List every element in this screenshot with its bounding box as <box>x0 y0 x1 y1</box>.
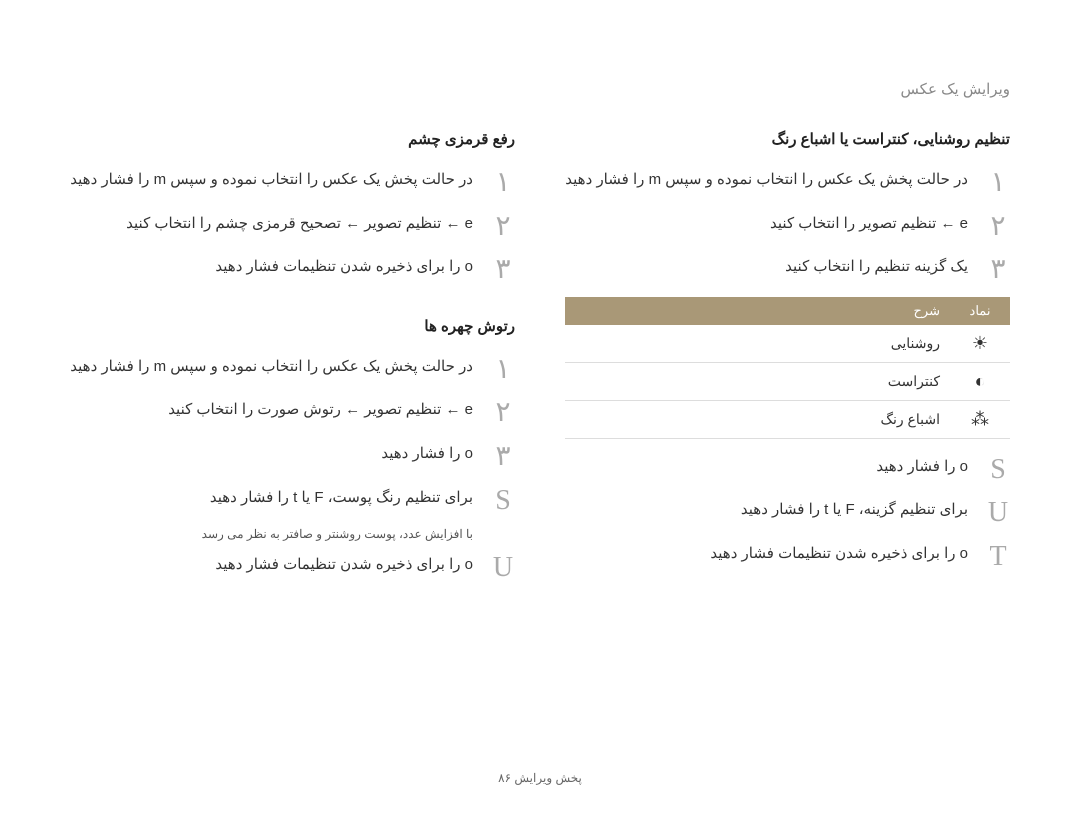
step-text: در حالت پخش یک عکس را انتخاب نموده و سپس… <box>565 166 968 195</box>
step-row: ۱ در حالت پخش یک عکس را انتخاب نموده و س… <box>565 166 1010 200</box>
step-text: o را برای ذخیره شدن تنظیمات فشار دهید <box>565 540 968 569</box>
step-row: ۳ یک گزینه تنظیم را انتخاب کنید <box>565 253 1010 287</box>
page-footer: پخش ویرایش ۸۶ <box>0 771 1080 785</box>
step-row: ۱ در حالت پخش یک عکس را انتخاب نموده و س… <box>70 166 515 200</box>
step-row: ۳ o را فشار دهید <box>70 440 515 474</box>
step-number: ۳ <box>491 440 515 474</box>
step-text: e ← تنظیم تصویر را انتخاب کنید <box>565 210 968 239</box>
step-row: ۲ e ← تنظیم تصویر ← رتوش صورت را انتخاب … <box>70 396 515 430</box>
table-row: ☀ روشنایی <box>565 325 1010 363</box>
step-number: ۱ <box>491 353 515 387</box>
step-text: o را برای ذخیره شدن تنظیمات فشار دهید <box>70 551 473 580</box>
step-row: S o را فشار دهید <box>565 453 1010 487</box>
table-cell: اشباع رنگ <box>565 400 950 438</box>
table-head-icon: نماد <box>950 297 1010 325</box>
step-text: برای تنظیم گزینه، F یا t را فشار دهید <box>565 496 968 525</box>
contrast-icon: ◐ <box>950 362 1010 400</box>
step-number: ۱ <box>491 166 515 200</box>
note-text: با افزایش عدد، پوست روشنتر و صافتر به نظ… <box>70 527 473 541</box>
step-row: U o را برای ذخیره شدن تنظیمات فشار دهید <box>70 551 515 585</box>
step-number: S <box>986 453 1010 487</box>
step-text: یک گزینه تنظیم را انتخاب کنید <box>565 253 968 282</box>
step-row: S برای تنظیم رنگ پوست، F یا t را فشار ده… <box>70 484 515 518</box>
step-text: e ← تنظیم تصویر ← رتوش صورت را انتخاب کن… <box>70 396 473 425</box>
section-title-redeye: رفع قرمزی چشم <box>70 130 515 148</box>
step-row: ۲ e ← تنظیم تصویر را انتخاب کنید <box>565 210 1010 244</box>
table-cell: روشنایی <box>565 325 950 363</box>
page-header: ویرایش یک عکس <box>901 80 1010 98</box>
section-title-retouch: رتوش چهره ها <box>70 317 515 335</box>
step-number: ۳ <box>491 253 515 287</box>
step-row: ۲ e ← تنظیم تصویر ← تصحیح قرمزی چشم را ا… <box>70 210 515 244</box>
step-text: o را فشار دهید <box>70 440 473 469</box>
step-text: o را برای ذخیره شدن تنظیمات فشار دهید <box>70 253 473 282</box>
section-title-adjust: تنظیم روشنایی، کنتراست یا اشباع رنگ <box>565 130 1010 148</box>
step-text: در حالت پخش یک عکس را انتخاب نموده و سپس… <box>70 166 473 195</box>
step-row: ۳ o را برای ذخیره شدن تنظیمات فشار دهید <box>70 253 515 287</box>
step-text: برای تنظیم رنگ پوست، F یا t را فشار دهید <box>70 484 473 513</box>
table-head-desc: شرح <box>565 297 950 325</box>
step-number: ۱ <box>986 166 1010 200</box>
step-number: U <box>986 496 1010 530</box>
step-number: ۲ <box>491 210 515 244</box>
table-cell: کنتراست <box>565 362 950 400</box>
step-row: ۱ در حالت پخش یک عکس را انتخاب نموده و س… <box>70 353 515 387</box>
step-text: e ← تنظیم تصویر ← تصحیح قرمزی چشم را انت… <box>70 210 473 239</box>
left-column: تنظیم روشنایی، کنتراست یا اشباع رنگ ۱ در… <box>565 130 1010 595</box>
table-row: ◐ کنتراست <box>565 362 1010 400</box>
step-number: T <box>986 540 1010 574</box>
step-number: ۳ <box>986 253 1010 287</box>
step-text: o را فشار دهید <box>565 453 968 482</box>
step-text: در حالت پخش یک عکس را انتخاب نموده و سپس… <box>70 353 473 382</box>
right-column: رفع قرمزی چشم ۱ در حالت پخش یک عکس را ان… <box>70 130 515 595</box>
brightness-icon: ☀ <box>950 325 1010 363</box>
step-number: U <box>491 551 515 585</box>
step-number: ۲ <box>491 396 515 430</box>
step-row: T o را برای ذخیره شدن تنظیمات فشار دهید <box>565 540 1010 574</box>
symbol-table: نماد شرح ☀ روشنایی ◐ کنتراست ⁂ اشباع رنگ <box>565 297 1010 439</box>
saturation-icon: ⁂ <box>950 400 1010 438</box>
table-row: ⁂ اشباع رنگ <box>565 400 1010 438</box>
step-number: ۲ <box>986 210 1010 244</box>
step-number: S <box>491 484 515 518</box>
step-row: U برای تنظیم گزینه، F یا t را فشار دهید <box>565 496 1010 530</box>
